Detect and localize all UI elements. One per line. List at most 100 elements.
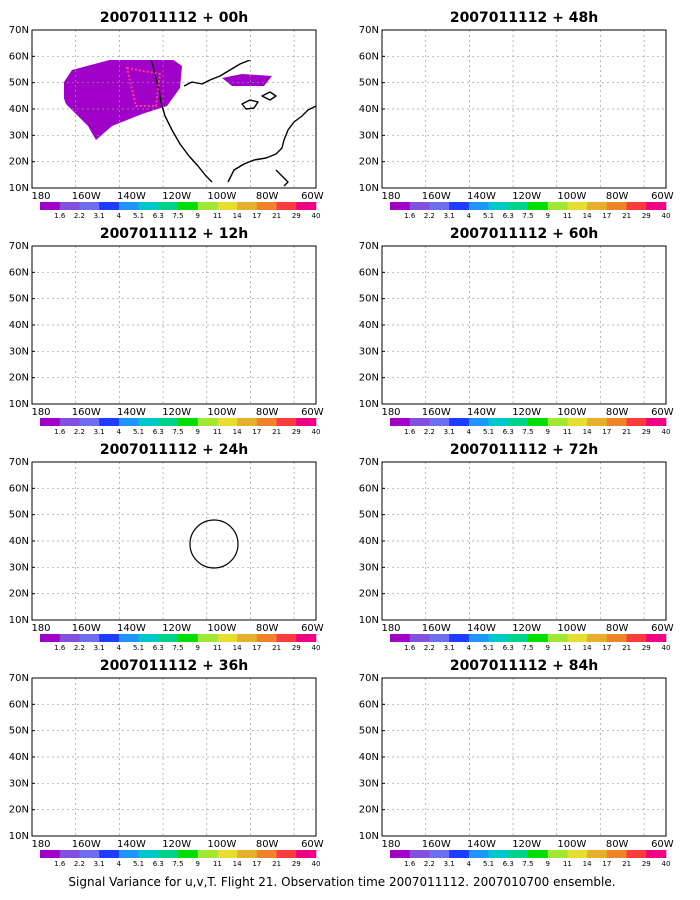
coastline-segment (578, 754, 666, 830)
panel-title: 2007011112 + 84h (450, 658, 598, 674)
panel-title: 2007011112 + 12h (100, 226, 248, 242)
panel-title: 2007011112 + 60h (450, 226, 598, 242)
lon-tick-label: 120W (512, 407, 541, 418)
coastline-segment (442, 464, 466, 468)
colorbar-label: 1.6 (404, 212, 416, 220)
coastline-segment (626, 602, 638, 618)
lat-tick-label: 50N (9, 294, 29, 305)
colorbar-label: 21 (622, 644, 631, 652)
graticule (32, 678, 316, 836)
colorbar-swatch (409, 418, 430, 426)
colorbar-swatch (468, 634, 489, 642)
lat-tick-label: 20N (9, 805, 29, 816)
colorbar-label: 14 (233, 644, 242, 652)
colorbar-label: 11 (213, 860, 222, 868)
colorbar-label: 1.6 (404, 428, 416, 436)
lon-tick-label: 120W (162, 191, 191, 202)
colorbar-swatch (449, 202, 470, 210)
coastline-segment (183, 60, 252, 87)
lon-tick-label: 160W (72, 407, 101, 418)
colorbar-label: 2.2 (424, 428, 435, 436)
colorbar-swatch (296, 418, 317, 426)
colorbar-label: 3.1 (94, 428, 105, 436)
colorbar-swatch (59, 418, 80, 426)
colorbar-swatch (626, 202, 647, 210)
coastline-segment (242, 316, 258, 325)
colorbar-swatch (79, 850, 100, 858)
colorbar-label: 21 (272, 428, 281, 436)
coastline-segment (32, 49, 72, 62)
coastline-segment (626, 170, 638, 186)
lon-tick-label: 120W (512, 839, 541, 850)
colorbar-label: 3.1 (94, 212, 105, 220)
colorbar-label: 40 (662, 860, 671, 868)
colorbar-swatch (646, 634, 667, 642)
colorbar-swatch (197, 202, 218, 210)
colorbar-label: 1.6 (404, 860, 416, 868)
lon-tick-label: 140W (467, 623, 496, 634)
lon-tick-label: 100W (557, 407, 586, 418)
lat-tick-label: 50N (359, 294, 379, 305)
colorbar-swatch (449, 634, 470, 642)
coastline-segment (612, 524, 626, 532)
colorbar-swatch (488, 850, 509, 858)
colorbar-label: 29 (292, 644, 301, 652)
colorbar-label: 11 (563, 212, 572, 220)
colorbar-swatch (276, 202, 297, 210)
map-panel: 2007011112 + 12h 70N 60N 50N 40N 30N 20N 10N180… (9, 226, 324, 436)
lon-tick-label: 180 (381, 623, 400, 634)
coastline-segment (612, 740, 626, 748)
lon-tick-label: 80W (606, 407, 629, 418)
colorbar-label: 14 (583, 860, 592, 868)
colorbar-swatch (547, 202, 568, 210)
lon-tick-label: 140W (117, 839, 146, 850)
colorbar-swatch (429, 634, 450, 642)
lon-tick-label: 160W (72, 191, 101, 202)
colorbar-label: 9 (545, 212, 549, 220)
lon-tick-label: 60W (651, 407, 674, 418)
variance-contour (46, 708, 232, 768)
lat-tick-label: 70N (359, 673, 379, 684)
colorbar-label: 2.2 (74, 212, 85, 220)
lon-tick-label: 80W (606, 839, 629, 850)
colorbar-swatch (606, 418, 627, 426)
colorbar-label: 17 (252, 860, 261, 868)
lat-tick-label: 70N (9, 25, 29, 36)
lat-tick-label: 50N (9, 510, 29, 521)
colorbar-swatch (217, 202, 238, 210)
graticule (382, 30, 666, 188)
colorbar-swatch (178, 850, 199, 858)
figure-caption: Signal Variance for u,v,T. Flight 21. Ob… (68, 875, 615, 889)
lat-tick-label: 20N (9, 157, 29, 168)
colorbar: 1.6 2.2 3.1 4 5.1 6.3 7.5 9 11 14 17 21 29 40 (40, 202, 320, 220)
colorbar-label: 11 (563, 428, 572, 436)
coastline-segment (612, 92, 626, 100)
colorbar-label: 5.1 (133, 644, 144, 652)
variance-field (382, 34, 666, 152)
variance-contour (602, 500, 664, 534)
lon-tick-label: 160W (422, 407, 451, 418)
colorbar-label: 40 (662, 212, 671, 220)
graticule (382, 678, 666, 836)
lon-tick-label: 60W (651, 839, 674, 850)
lat-tick-label: 30N (359, 346, 379, 357)
lat-tick-label: 40N (9, 104, 29, 115)
coastline-segment (32, 697, 72, 710)
colorbar-swatch (158, 418, 179, 426)
colorbar-label: 2.2 (424, 644, 435, 652)
lat-tick-label: 60N (359, 483, 379, 494)
colorbar-label: 40 (312, 860, 321, 868)
colorbar-label: 3.1 (94, 860, 105, 868)
colorbar-swatch (390, 418, 411, 426)
lon-tick-label: 180 (381, 407, 400, 418)
colorbar-label: 4 (117, 644, 122, 652)
colorbar-swatch (488, 202, 509, 210)
lon-tick-label: 180 (31, 191, 50, 202)
variance-contour (396, 276, 606, 336)
lat-tick-label: 20N (359, 589, 379, 600)
colorbar-swatch (197, 634, 218, 642)
colorbar-label: 4 (117, 212, 122, 220)
colorbar-swatch (547, 418, 568, 426)
map-panel: 2007011112 + 48h 70N 60N 50N 40N 30N 20N 10N180… (359, 10, 674, 220)
lat-tick-label: 40N (9, 536, 29, 547)
